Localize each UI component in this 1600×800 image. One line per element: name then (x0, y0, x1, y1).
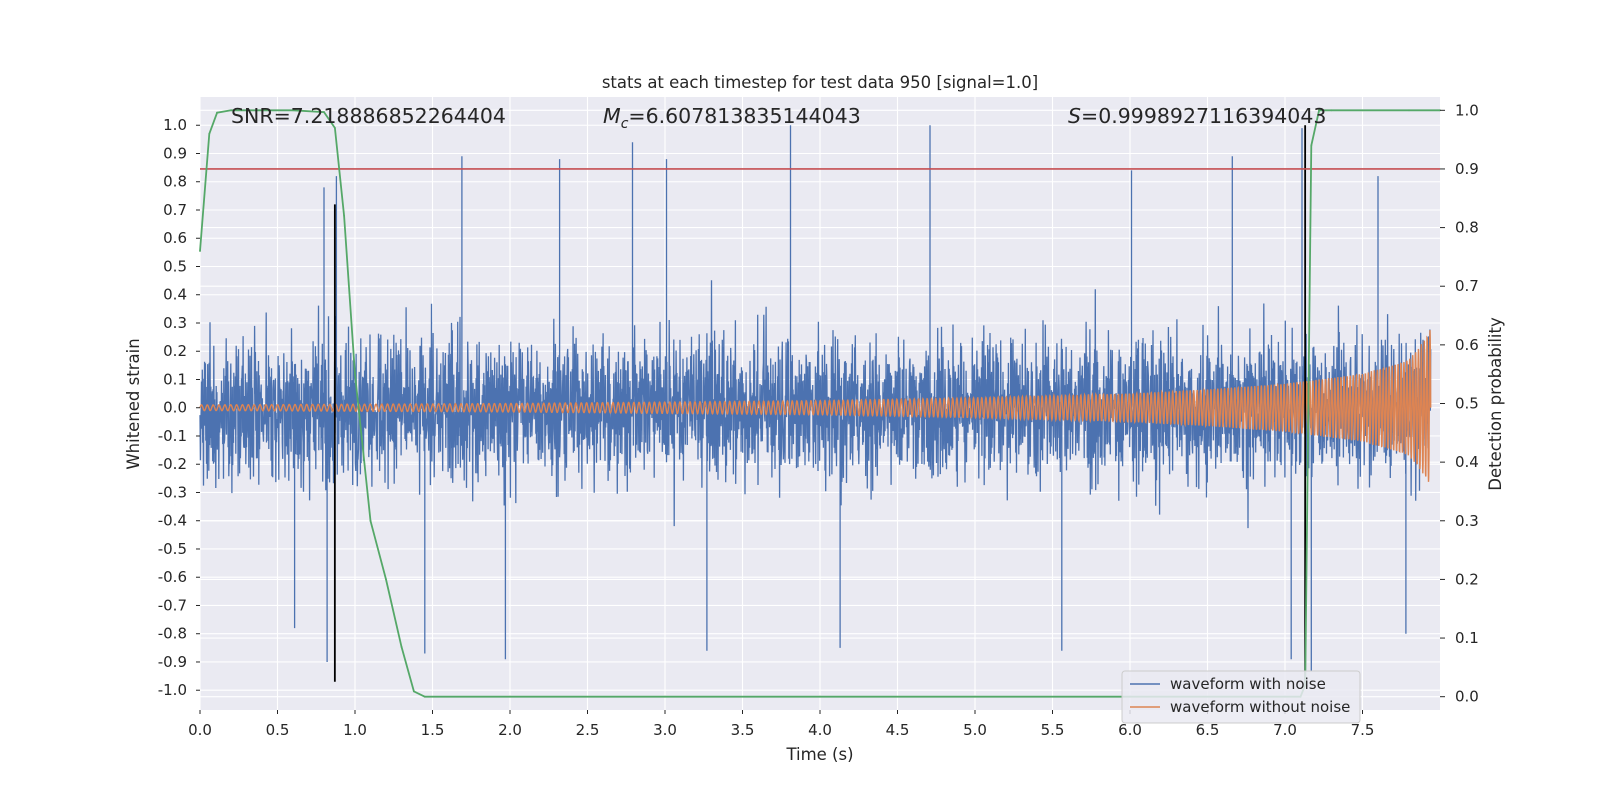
x-tick-label-11: 5.5 (1041, 721, 1065, 739)
probability-point-13 (413, 690, 415, 693)
y-axis-label: Whitened strain (124, 338, 143, 469)
y2-tick-label-8: 0.2 (1455, 570, 1479, 588)
y-tick-label-8: 0.2 (163, 342, 187, 360)
x-tick-label-10: 5.0 (963, 721, 987, 739)
y-tick-label-4: 0.6 (163, 229, 187, 247)
probability-point-2 (216, 111, 218, 114)
probability-point-12 (400, 645, 403, 648)
y-tick-label-5: 0.5 (163, 257, 187, 275)
x-tick-label-2: 1.0 (343, 721, 367, 739)
x-tick-label-8: 4.0 (808, 721, 832, 739)
x-tick-label-9: 4.5 (886, 721, 910, 739)
probability-point-17 (819, 695, 821, 698)
probability-point-23 (1310, 144, 1313, 147)
legend-label-noise: waveform with noise (1170, 675, 1326, 693)
y-tick-label-18: -0.8 (158, 625, 187, 643)
vertical-markers (333, 125, 1307, 682)
y-tick-label-13: -0.3 (158, 483, 187, 501)
y-tick-label-1: 0.9 (163, 144, 187, 162)
y2-tick-label-9: 0.1 (1455, 629, 1479, 647)
x-tick-label-5: 2.5 (576, 721, 600, 739)
y-tick-label-20: -1.0 (158, 681, 187, 699)
snr-annotation: SNR=7.218886852264404 (231, 104, 506, 128)
y2-tick-label-5: 0.5 (1455, 395, 1479, 413)
probability-point-6 (323, 111, 325, 113)
y-axis-ticks: 1.0 0.9 0.8 0.7 0.6 0.5 0.4 0.3 0.2 0.1 0.0 -0.1 -0.… (158, 116, 200, 699)
x-tick-label-14: 7.0 (1273, 721, 1297, 739)
y2-axis-ticks: 1.0 0.9 0.8 0.7 0.6 0.5 0.4 0.3 0.2 0.1 0.0 (1440, 101, 1479, 706)
legend-box (1121, 670, 1361, 724)
y-tick-label-11: -0.1 (158, 427, 187, 445)
y-tick-label-15: -0.5 (158, 540, 187, 558)
y2-tick-label-2: 0.8 (1455, 219, 1479, 237)
probability-point-16 (664, 695, 666, 698)
probability-point-8 (343, 214, 346, 217)
y-tick-label-0: 1.0 (163, 116, 187, 134)
y-tick-label-7: 0.3 (163, 314, 187, 332)
noise-trace (199, 125, 1432, 671)
probability-point-18 (974, 695, 976, 698)
legend-label-noiseless: waveform without noise (1170, 698, 1350, 716)
x-tick-label-13: 6.5 (1196, 721, 1220, 739)
probability-point-25 (1330, 109, 1333, 112)
y2-tick-label-7: 0.3 (1455, 512, 1479, 530)
series-waveform-without-noise (199, 330, 1432, 482)
y-tick-label-14: -0.4 (158, 512, 187, 530)
probability-point-26 (1361, 109, 1364, 112)
y2-tick-label-3: 0.7 (1455, 277, 1479, 295)
probability-point-24 (1318, 109, 1320, 112)
x-axis-label: Time (s) (785, 745, 853, 764)
significance-annotation: S=0.9998927116394043 (1068, 104, 1326, 128)
y-tick-label-3: 0.7 (163, 201, 187, 219)
y-tick-label-10: 0.0 (163, 399, 187, 417)
x-axis-ticks: 0.0 0.5 1.0 1.5 2.0 2.5 3.0 3.5 4.0 4.5 5.0 5.5 6.0 6… (188, 710, 1374, 739)
noiseless-trace (199, 330, 1432, 482)
significance-value: =0.9998927116394043 (1081, 104, 1326, 128)
y2-axis-label: Detection probability (1486, 317, 1505, 491)
probability-point-27 (1408, 109, 1410, 112)
significance-symbol: S (1068, 104, 1081, 128)
probability-point-0 (199, 250, 201, 252)
y-tick-label-2: 0.8 (163, 173, 187, 191)
y2-tick-label-4: 0.6 (1455, 336, 1479, 354)
series-waveform-with-noise (199, 125, 1432, 671)
y-tick-label-17: -0.7 (158, 596, 187, 614)
legend: waveform with noise waveform without noi… (1121, 670, 1361, 724)
chirp-mass-symbol: M (603, 104, 621, 128)
probability-point-9 (354, 373, 356, 376)
chirp-mass-value: =6.607813835144043 (628, 104, 860, 128)
x-tick-label-3: 1.5 (421, 721, 445, 739)
probability-point-7 (333, 127, 336, 129)
probability-point-11 (385, 578, 387, 581)
probability-point-3 (230, 109, 232, 112)
x-tick-label-7: 3.5 (731, 721, 755, 739)
y2-tick-label-0: 1.0 (1455, 101, 1479, 119)
probability-point-1 (208, 132, 211, 135)
y-tick-label-9: 0.1 (163, 370, 187, 388)
y-tick-label-12: -0.2 (158, 455, 187, 473)
x-tick-label-1: 0.5 (266, 721, 290, 739)
y-tick-label-16: -0.6 (158, 568, 187, 586)
chirp-mass-annotation: Mc=6.607813835144043 (603, 104, 861, 132)
x-tick-label-6: 3.0 (653, 721, 677, 739)
chart-title: stats at each timestep for test data 950… (602, 73, 1038, 92)
x-tick-label-15: 7.5 (1351, 721, 1375, 739)
probability-point-14 (423, 695, 426, 698)
x-tick-label-0: 0.0 (188, 721, 212, 739)
y2-tick-label-6: 0.4 (1455, 453, 1479, 471)
probability-point-15 (509, 695, 511, 698)
chirp-mass-subscript: c (621, 116, 629, 132)
probability-point-4 (261, 109, 263, 112)
y-tick-label-19: -0.9 (158, 653, 187, 671)
y2-tick-label-10: 0.0 (1455, 688, 1479, 706)
y2-tick-label-1: 0.9 (1455, 160, 1479, 178)
x-tick-label-4: 2.0 (498, 721, 522, 739)
x-tick-label-12: 6.0 (1118, 721, 1142, 739)
y-tick-label-6: 0.4 (163, 286, 187, 304)
probability-point-5 (292, 109, 294, 112)
probability-point-10 (369, 519, 372, 522)
